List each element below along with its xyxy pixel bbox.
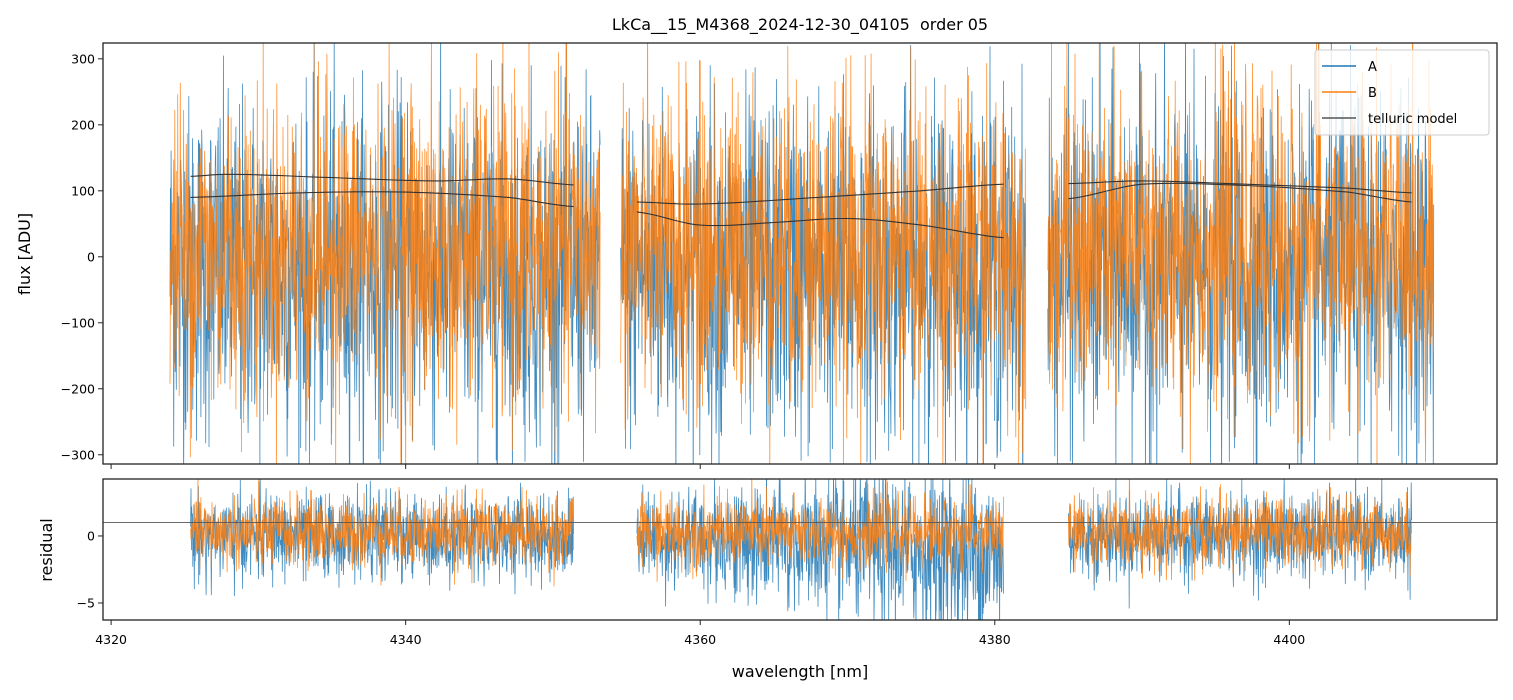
legend-label-a: A	[1368, 60, 1377, 75]
x-tick-label: 4340	[390, 632, 422, 647]
residual-y-tick-label: 0	[87, 528, 95, 543]
x-tick-label: 4380	[979, 632, 1011, 647]
flux-y-tick-label: −100	[61, 315, 95, 330]
legend-label-telluric: telluric model	[1368, 112, 1457, 127]
flux-axes-frame	[102, 42, 1498, 465]
flux-y-label: flux [ADU]	[15, 213, 34, 295]
residual-axes-frame	[102, 478, 1498, 621]
flux-y-tick-label: 0	[87, 249, 95, 264]
residual-y-label: residual	[37, 518, 56, 581]
series-b-segment-1	[169, 43, 601, 464]
flux-y-tick-label: −200	[61, 381, 95, 396]
flux-plot-area	[169, 43, 1435, 464]
series-b-segment-1	[190, 479, 574, 587]
residual-y-tick-label: −5	[77, 595, 95, 610]
flux-y-tick-label: 200	[71, 117, 95, 132]
legend: A B telluric model	[1314, 49, 1490, 136]
telluric-model-curve-3	[636, 183, 1004, 205]
series-b-segment-2	[636, 479, 1004, 582]
telluric-model-curve-6	[1068, 182, 1412, 203]
flux-y-tick-label: −300	[61, 447, 95, 462]
axis-ticks: 300 200 100 0 −100 −200 −300 0 −5 4320 4340 4360 438…	[61, 51, 1306, 647]
series-a-segment-2	[636, 479, 1004, 620]
flux-y-tick-label: 300	[71, 51, 95, 66]
telluric-model-curve-2	[190, 191, 574, 208]
legend-box	[1314, 49, 1490, 136]
series-b-segment-3	[1047, 43, 1435, 464]
chart-title: LkCa__15_M4368_2024-12-30_04105 order 05	[612, 15, 988, 35]
legend-label-b: B	[1368, 86, 1377, 101]
telluric-model-curve-1	[190, 173, 574, 186]
series-b-segment-3	[1068, 479, 1412, 585]
x-tick-label: 4320	[95, 632, 127, 647]
telluric-model-curve-5	[1068, 180, 1412, 194]
flux-y-tick-label: 100	[71, 183, 95, 198]
x-tick-label: 4360	[684, 632, 716, 647]
x-axis-label: wavelength [nm]	[732, 662, 869, 681]
x-tick-label: 4400	[1273, 632, 1305, 647]
series-b-segment-2	[620, 43, 1027, 464]
residual-plot-area	[103, 479, 1497, 620]
telluric-model-curve-4	[636, 211, 1004, 239]
